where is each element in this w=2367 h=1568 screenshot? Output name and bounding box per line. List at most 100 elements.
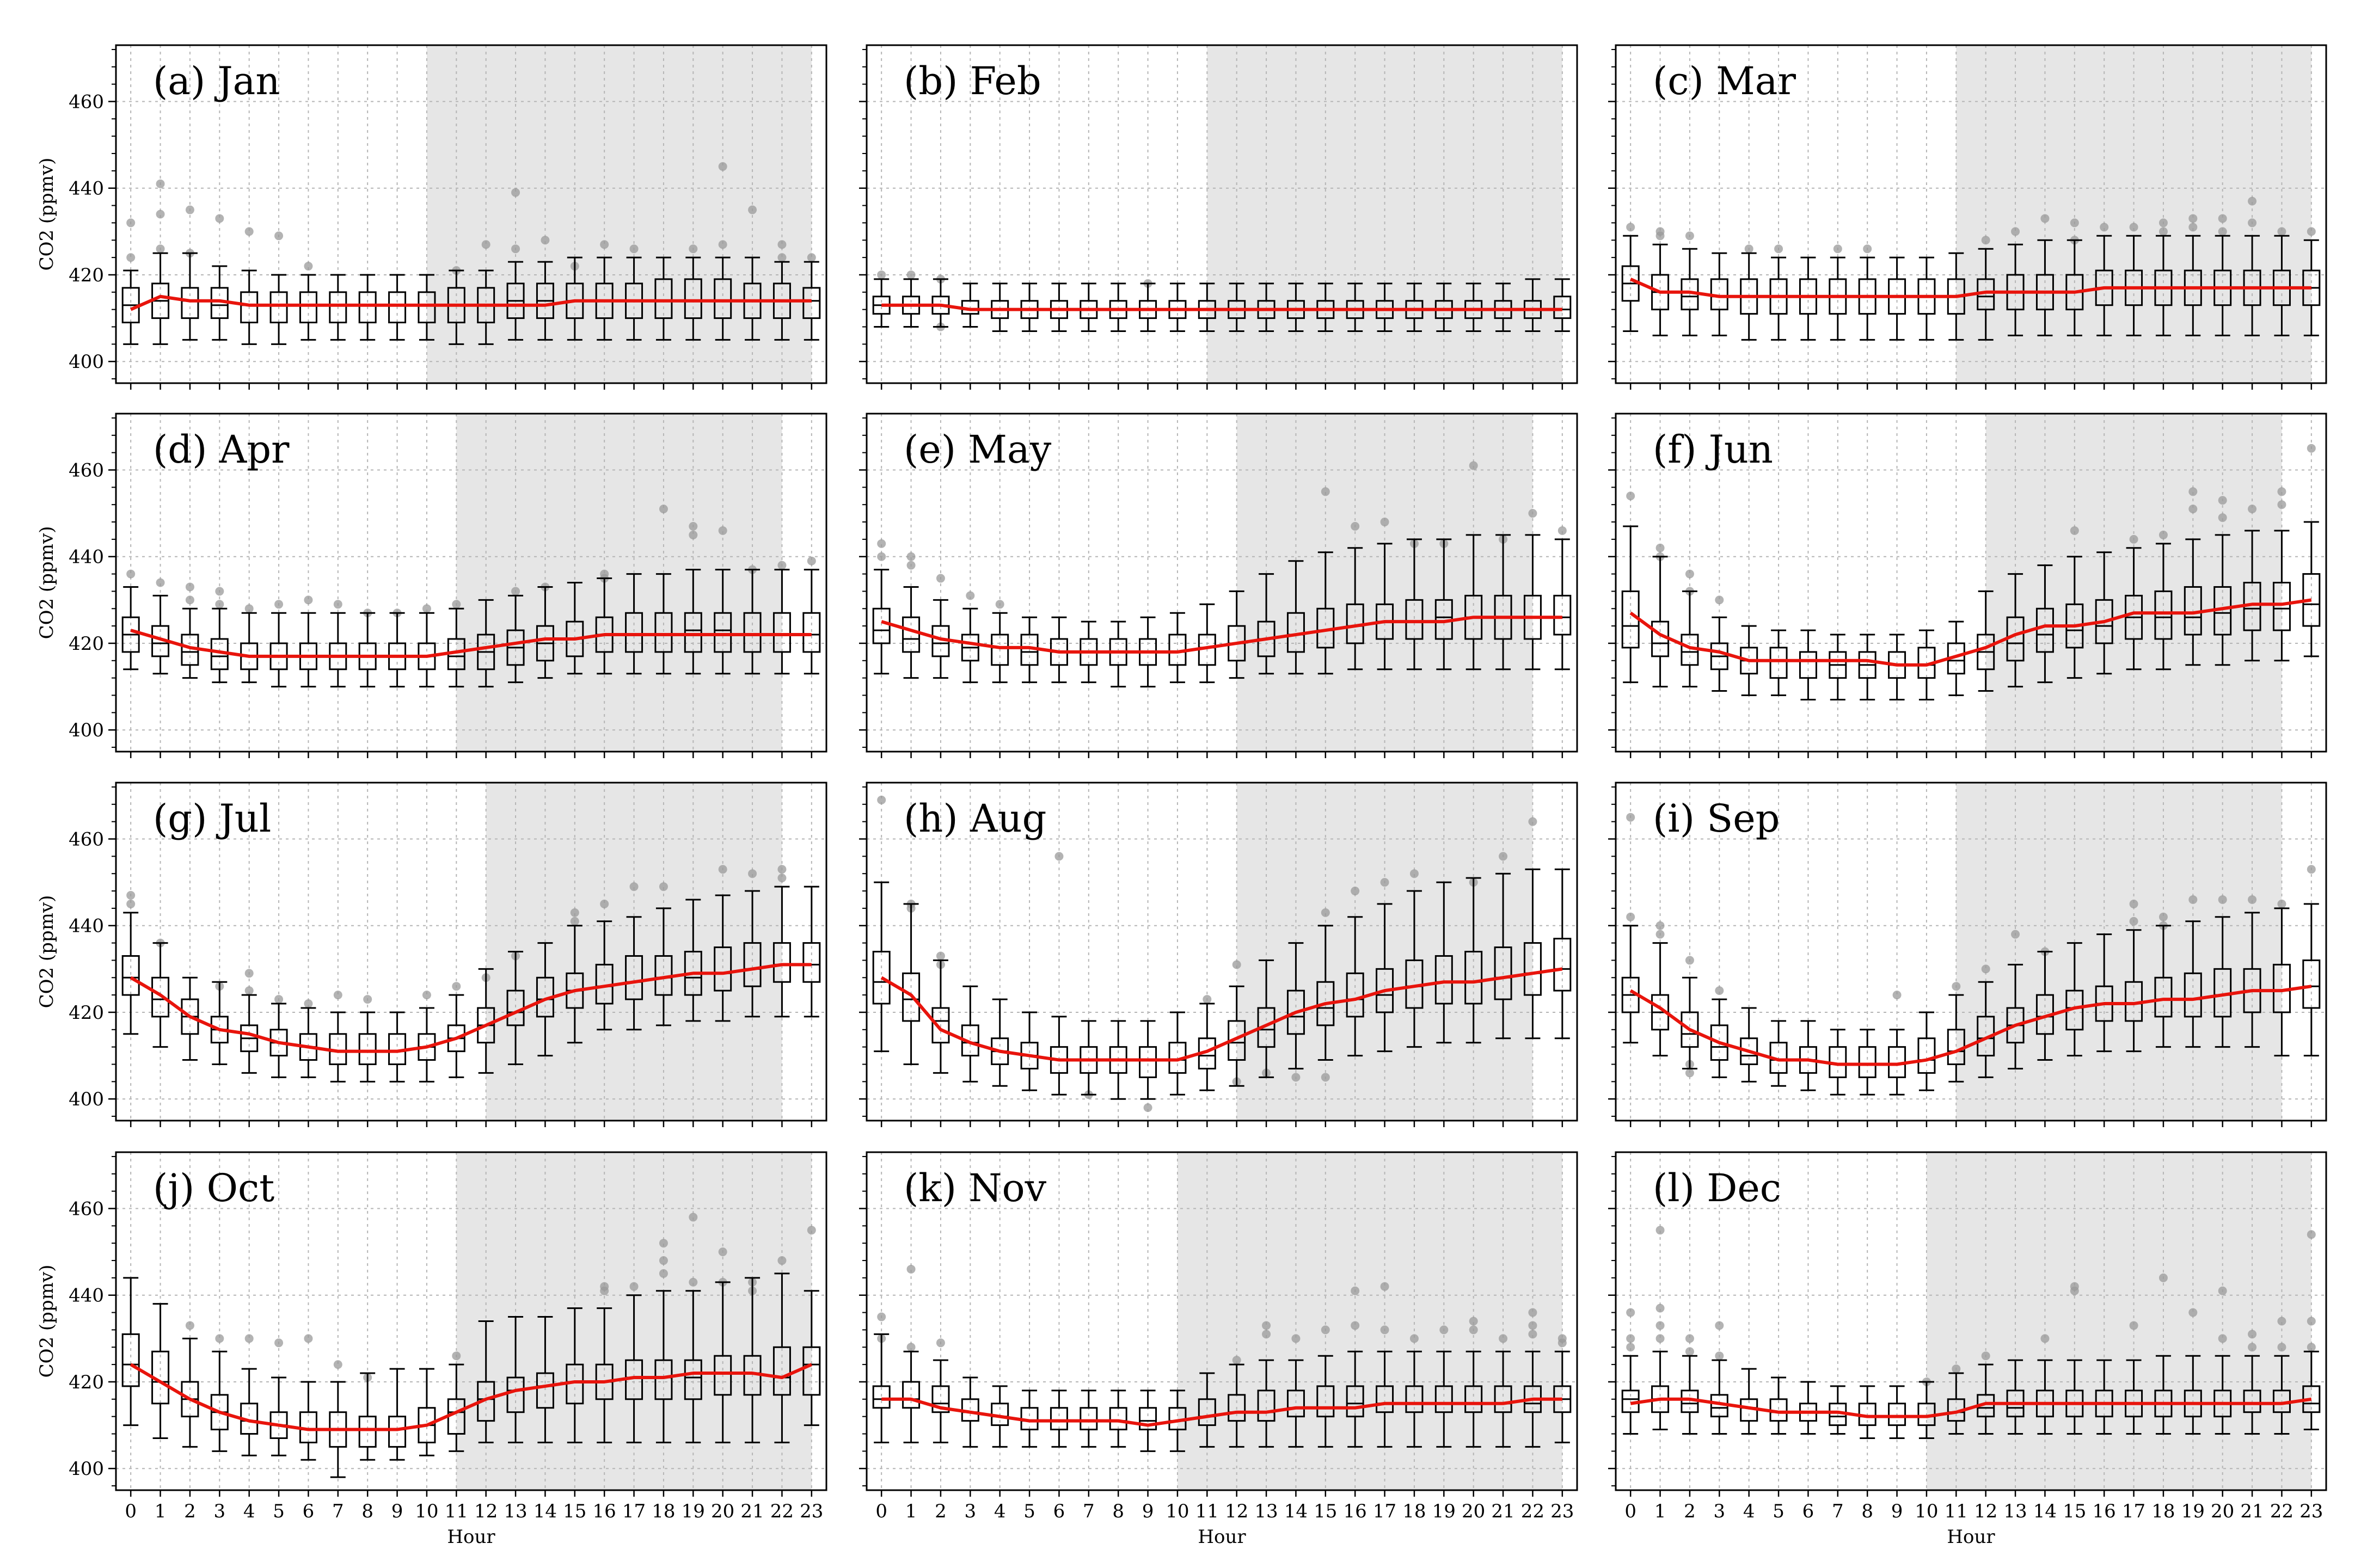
x-tick-label: 20: [1462, 1501, 1485, 1522]
box-hour-0: [121, 912, 140, 1035]
outlier-point: [1143, 1103, 1152, 1112]
x-tick-label: 4: [994, 1501, 1006, 1522]
plot-frame: [115, 413, 827, 753]
x-tick-label: 3: [1713, 1501, 1725, 1522]
panel-title: (j) Oct: [153, 1166, 274, 1210]
box-iqr: [1139, 1046, 1157, 1078]
box-iqr: [1050, 1407, 1068, 1431]
outlier-point: [1715, 595, 1724, 605]
box-hour-14: [1286, 1359, 1305, 1448]
box-hour-0: [121, 586, 140, 671]
box-iqr: [772, 942, 791, 983]
box-hour-22: [772, 1272, 791, 1443]
box-iqr: [1621, 590, 1640, 649]
outlier-point: [304, 1334, 313, 1343]
outlier-point: [215, 600, 224, 609]
box-hour-7: [329, 1011, 347, 1083]
box-iqr: [872, 607, 891, 644]
outlier-point: [718, 865, 727, 874]
box-hour-0: [872, 881, 891, 1053]
panel-title: (e) May: [904, 427, 1052, 472]
outlier-point: [1321, 908, 1330, 917]
y-tick-label: 400: [69, 1089, 104, 1110]
outlier-point: [689, 530, 698, 539]
plot-frame: [866, 1151, 1578, 1491]
box-hour-13: [1257, 959, 1276, 1078]
trend-line: [881, 303, 1562, 311]
outlier-point: [1439, 1325, 1449, 1335]
x-tick-label: 16: [1344, 1501, 1367, 1522]
outlier-point: [185, 205, 194, 214]
outlier-point: [363, 995, 372, 1004]
x-tick-label: 3: [213, 1501, 225, 1522]
box-hour-8: [1858, 634, 1877, 700]
outlier-point: [333, 1360, 342, 1369]
box-hour-14: [2035, 951, 2054, 1061]
outlier-point: [936, 951, 945, 961]
outlier-point: [1981, 236, 1990, 245]
box-hour-10: [1917, 256, 1936, 341]
outlier-point: [1380, 1282, 1389, 1291]
box-iqr: [802, 287, 821, 319]
box-iqr: [654, 278, 673, 319]
box-hour-19: [1434, 1350, 1453, 1448]
box-hour-16: [2095, 235, 2113, 336]
outlier-point: [689, 1277, 698, 1287]
x-tick-label: 10: [1915, 1501, 1938, 1522]
plot-frame: [1615, 413, 2327, 753]
box-iqr: [1139, 1407, 1157, 1431]
box-iqr: [1080, 1407, 1098, 1431]
outlier-point: [1626, 223, 1635, 232]
outlier-point: [1291, 1073, 1301, 1082]
outlier-point: [422, 604, 431, 613]
box-iqr: [388, 1416, 407, 1448]
x-tick-label: 22: [770, 1501, 794, 1522]
outlier-point: [274, 1338, 284, 1348]
box-iqr: [872, 951, 891, 1005]
outlier-point: [304, 999, 313, 1009]
outlier-point: [244, 604, 254, 613]
outlier-point: [1655, 921, 1665, 930]
outlier-point: [1774, 244, 1783, 254]
outlier-point: [274, 600, 284, 609]
x-tick-label: 15: [2063, 1501, 2086, 1522]
outlier-point: [304, 595, 313, 605]
y-tick-label: 420: [69, 1372, 104, 1393]
box-hour-5: [269, 274, 288, 345]
box-hour-23: [802, 261, 821, 341]
shaded-region: [1956, 783, 2282, 1121]
outlier-point: [1833, 244, 1842, 254]
outlier-point: [1351, 522, 1360, 531]
x-tick-label: 5: [1023, 1501, 1035, 1522]
y-tick-label: 460: [69, 460, 104, 482]
outlier-point: [906, 552, 916, 561]
box-hour-3: [961, 985, 979, 1083]
panel-5: (e) May: [859, 413, 1578, 758]
box-hour-13: [2006, 963, 2025, 1069]
panel-title: (b) Feb: [904, 59, 1041, 103]
box-iqr: [684, 612, 702, 653]
x-axis-label: Hour: [1198, 1526, 1246, 1548]
outlier-point: [877, 552, 886, 561]
outlier-point: [185, 595, 194, 605]
trend-line: [130, 629, 812, 658]
outlier-point: [1715, 1351, 1724, 1361]
outlier-point: [689, 522, 698, 531]
box-iqr: [684, 278, 702, 319]
box-iqr: [714, 1355, 732, 1396]
outlier-point: [1626, 1343, 1635, 1352]
box-hour-22: [1523, 868, 1542, 1040]
outlier-point: [2307, 227, 2316, 236]
outlier-point: [1203, 995, 1212, 1004]
outlier-point: [2188, 487, 2198, 496]
box-hour-5: [1769, 1020, 1788, 1087]
box-hour-20: [714, 569, 732, 675]
box-hour-19: [684, 569, 702, 675]
outlier-point: [659, 505, 668, 514]
outlier-point: [2188, 223, 2198, 232]
x-tick-label: 0: [875, 1501, 887, 1522]
outlier-point: [1655, 1321, 1665, 1330]
outlier-point: [126, 891, 136, 900]
box-iqr: [654, 612, 673, 653]
outlier-point: [422, 991, 431, 1000]
